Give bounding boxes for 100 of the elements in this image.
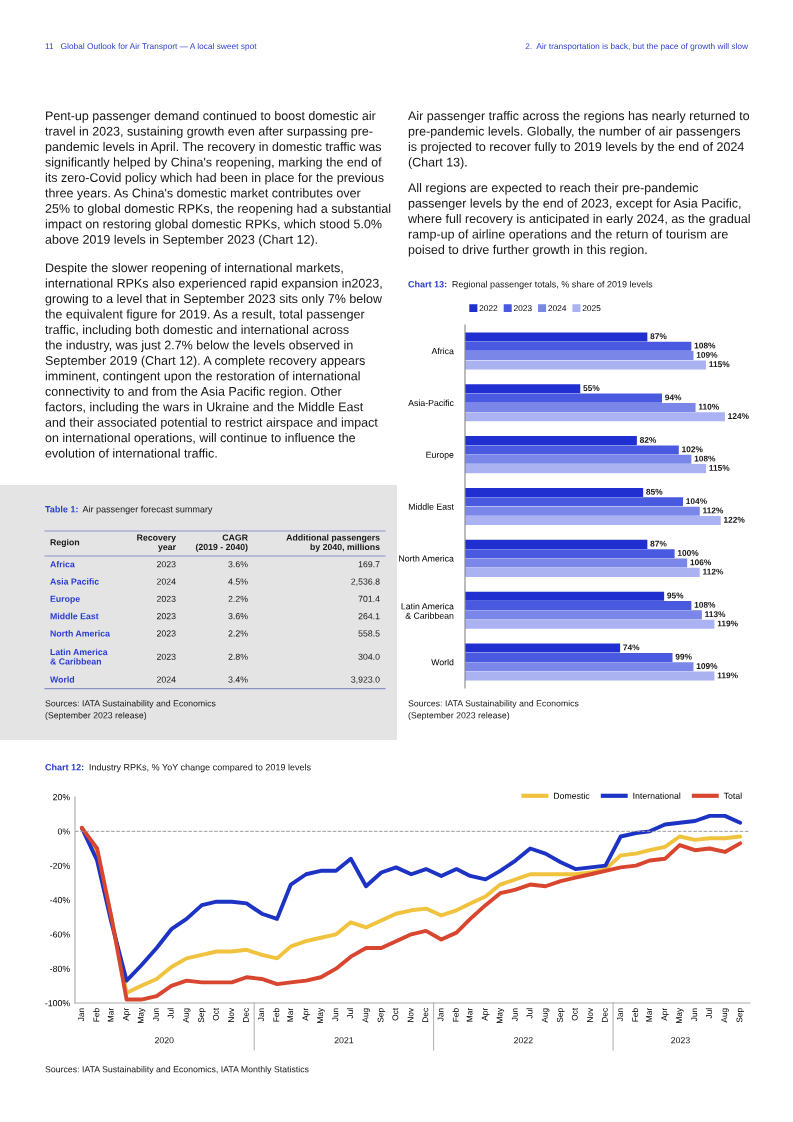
bar	[465, 619, 715, 629]
source-note: Sources: IATA Sustainability and Economics (September 2023 release)	[45, 700, 216, 721]
bar	[465, 351, 694, 361]
bar	[465, 402, 696, 412]
x-tick-label: Jan	[617, 1008, 623, 1022]
x-tick-label: Apr	[302, 1008, 310, 1021]
x-tick-label: Sep	[198, 1008, 206, 1023]
text: 169.7	[358, 561, 380, 568]
x-tick-label: Jun	[332, 1008, 339, 1022]
text: 3,923.0	[351, 676, 380, 684]
y-tick-label: -60%	[50, 931, 70, 938]
category-label: Additional passengers by 2040, millions	[286, 534, 380, 552]
data-label: 110%	[698, 403, 719, 410]
x-tick-label: Sep	[736, 1008, 745, 1023]
x-tick-label: Mar	[466, 1008, 473, 1022]
data-label: 108%	[694, 601, 716, 608]
text: Air passenger traffic across the regions has nearly returned to pre-pandemic levels. Globally, the number of air passengers is projected to recover fully to 2019 levels by the end of 2024 (Chart 13).	[408, 111, 750, 170]
x-tick-label: Oct	[212, 1007, 219, 1021]
data-label: 124%	[728, 413, 749, 420]
text: 2023	[156, 630, 176, 637]
data-label: 112%	[703, 568, 724, 575]
data-label: 85%	[646, 488, 663, 495]
x-tick-label: Jul	[526, 1008, 533, 1019]
x-tick-label: Aug	[721, 1008, 729, 1023]
text: 2022	[514, 1037, 533, 1044]
text: All regions are expected to reach their pre-pandemic passenger levels by the end of 2023, except for Asia Pacific, where full recovery is anticipated in early 2024, as the gradual ramp-up of airline operations and the return of tourism are poised to drive further growth in this region.	[407, 183, 750, 257]
x-tick-label: Dec	[243, 1008, 249, 1022]
data-label: 82%	[639, 436, 657, 443]
text: Despite the slower reopening of international markets, international RPKs also experienced rapid expansion in2023, growing to a level that in September 2023 sits only 7% below the equivalent figure for 2019. As a result, total passenger traffic, including both domestic and international across the industry, was just 2.7% below the levels observed in September 2019 (Chart 12). A complete recovery appears imminent, contingent upon the restoration of international connectivity to and from the Asia Pacific region. Other factors, including the wars in Ukraine and the Middle East and their associated potential to restrict airspace and impact on international operations, will continue to influence the evolution of international traffic.	[45, 263, 383, 458]
y-tick-label: -20%	[50, 862, 70, 869]
category-label: Recovery year	[137, 534, 176, 552]
chart-title: Chart 13: Regional passenger totals, % share of 2019 levels	[408, 280, 653, 290]
x-tick-label: Apr	[661, 1008, 669, 1021]
x-tick-label: Mar	[646, 1008, 652, 1022]
bar	[465, 332, 648, 342]
bar	[465, 610, 702, 620]
y-tick-label: Latin America & Caribbean	[401, 602, 454, 619]
x-tick-label: Oct	[571, 1007, 578, 1021]
bar	[465, 671, 715, 681]
data-label: 55%	[583, 385, 600, 392]
bar	[465, 497, 683, 507]
data-label: 87%	[650, 333, 667, 340]
x-tick-label: Mar	[287, 1008, 294, 1022]
data-label: 113%	[705, 611, 726, 618]
bar	[465, 341, 692, 351]
bar	[465, 662, 694, 672]
legend-label: 2022	[479, 305, 498, 312]
y-tick-label: World	[431, 658, 454, 666]
bar	[465, 601, 692, 611]
bar	[465, 539, 648, 549]
bar	[465, 515, 721, 526]
bar	[465, 506, 700, 516]
y-tick-label: Europe	[426, 451, 454, 460]
x-tick-label: May	[676, 1007, 684, 1023]
text: 2024	[156, 578, 176, 585]
x-tick-label: Jan	[258, 1008, 265, 1022]
legend-label: 2025	[582, 305, 601, 312]
legend-label: Total	[723, 792, 742, 799]
bar	[465, 412, 725, 422]
bar	[465, 591, 665, 601]
x-tick-label: Feb	[273, 1008, 280, 1022]
x-tick-label: Apr	[481, 1008, 490, 1021]
x-tick-label: Feb	[632, 1008, 639, 1022]
data-label: 115%	[709, 465, 730, 471]
text: 3.6%	[228, 613, 248, 620]
x-tick-label: Jul	[705, 1008, 712, 1019]
bar	[465, 464, 707, 474]
x-tick-label: Dec	[601, 1008, 608, 1022]
x-tick-label: Feb	[452, 1008, 459, 1022]
bar	[465, 360, 707, 370]
x-tick-label: Apr	[123, 1008, 131, 1021]
data-label: 119%	[717, 620, 738, 627]
text: 2021	[334, 1037, 354, 1044]
source-note: Sources: IATA Sustainability and Economics, IATA Monthly Statistics	[45, 1065, 309, 1075]
y-tick-label: -40%	[50, 897, 70, 904]
x-tick-label: Jul	[346, 1008, 354, 1019]
data-label: 100%	[677, 550, 699, 556]
text: 2024	[156, 676, 176, 683]
legend-label: Domestic	[554, 792, 590, 799]
x-tick-label: Nov	[587, 1007, 593, 1022]
y-tick-label: -100%	[45, 1000, 70, 1007]
x-tick-label: Jul	[167, 1008, 174, 1019]
chart-title: Chart 12: Industry RPKs, % YoY change compared to 2019 levels	[45, 763, 311, 773]
legend-label: 2024	[548, 305, 567, 312]
bar	[465, 549, 675, 559]
text: Table 1: Air passenger forecast summary	[45, 505, 213, 515]
bar	[465, 393, 663, 403]
x-tick-label: Jan	[437, 1008, 444, 1022]
y-tick-label: North America	[399, 555, 454, 562]
category-label: Region	[50, 538, 80, 548]
x-tick-label: Aug	[541, 1008, 550, 1023]
x-tick-label: Jun	[511, 1008, 518, 1022]
text: 701.4	[358, 595, 380, 602]
data-label: 102%	[682, 446, 703, 453]
y-tick-label: Middle East	[408, 503, 454, 510]
data-label: 74%	[623, 644, 640, 651]
text: 2.8%	[228, 653, 248, 660]
text: 2023	[671, 1037, 690, 1044]
x-tick-label: Dec	[422, 1008, 429, 1022]
data-label: 122%	[724, 516, 745, 523]
